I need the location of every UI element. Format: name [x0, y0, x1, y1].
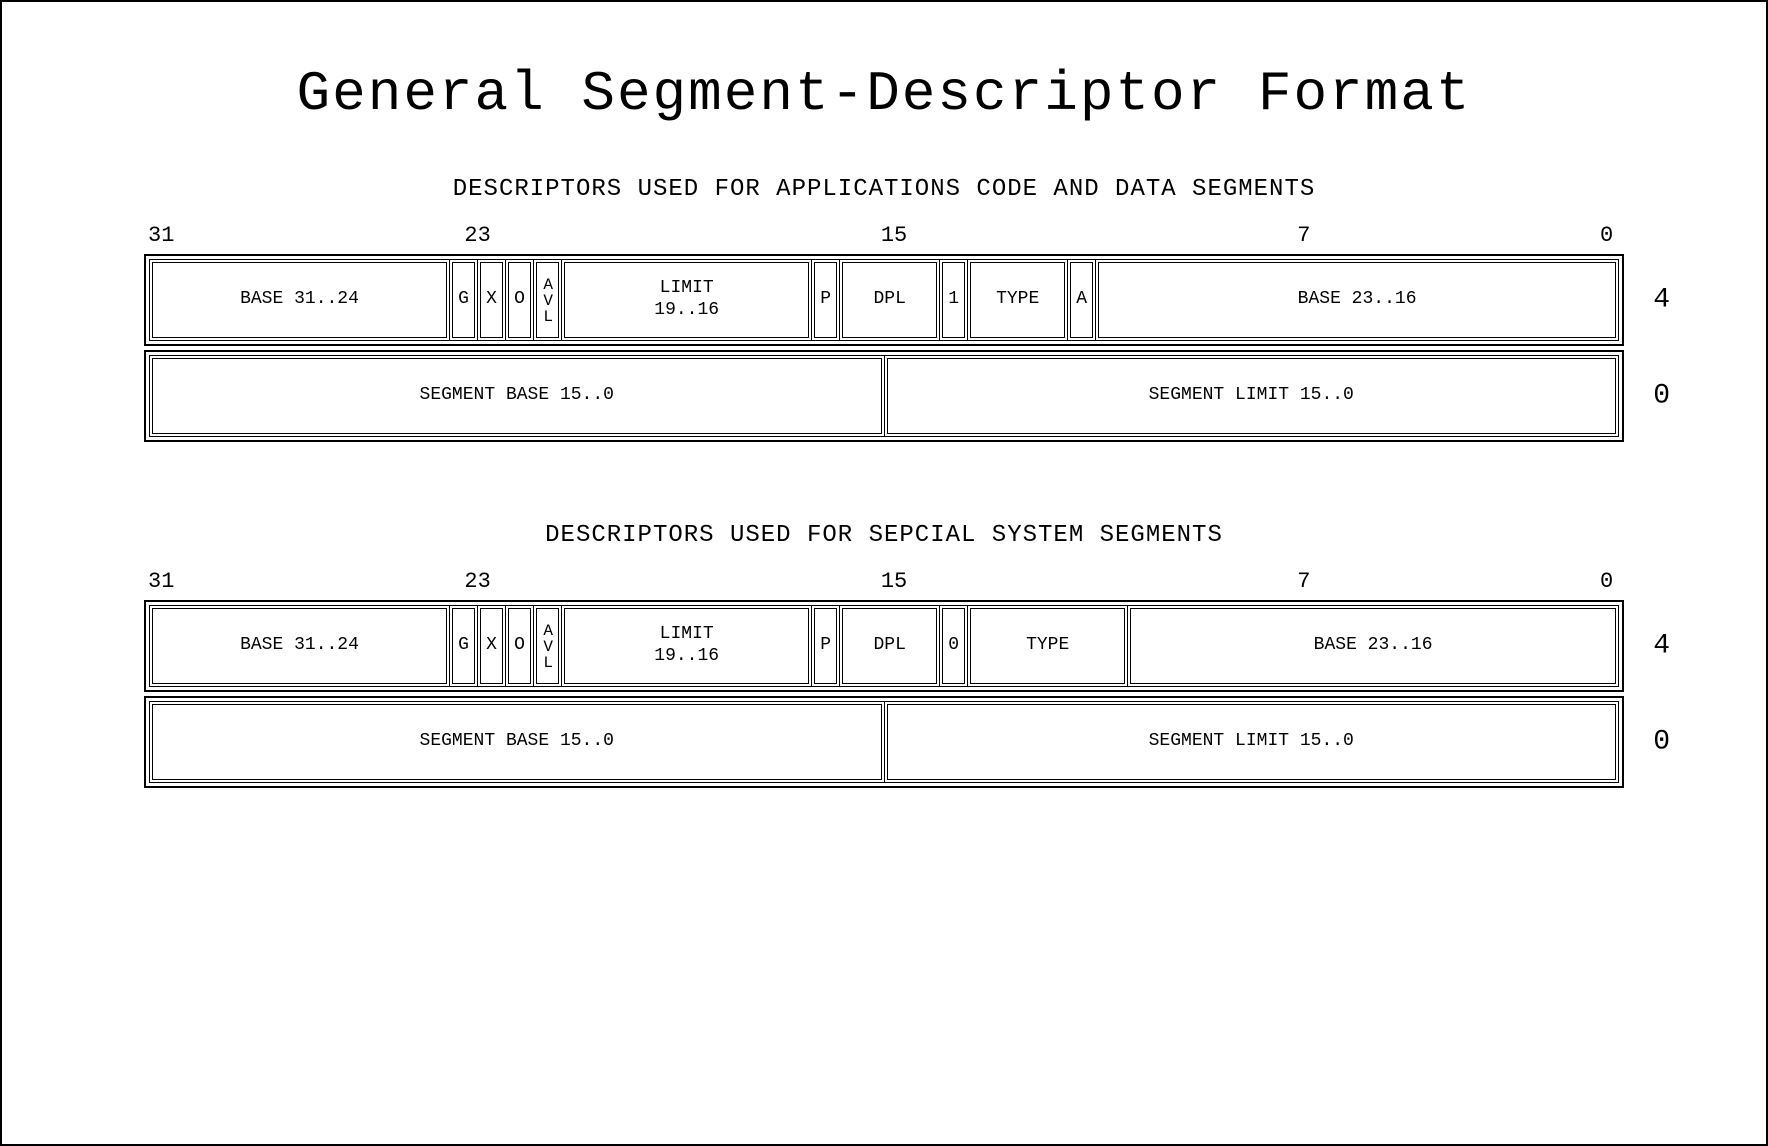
- field-segment-limit-15-0-sys: SEGMENT LIMIT 15..0: [885, 702, 1619, 782]
- field-dpl-text: DPL: [873, 289, 905, 311]
- field-base-23-16-sys-text: BASE 23..16: [1314, 635, 1433, 657]
- field-o-sys: O: [506, 606, 534, 686]
- field-g: G: [450, 260, 478, 340]
- field-s-bit-app: 1: [940, 260, 968, 340]
- field-p-text: P: [820, 289, 831, 311]
- bit-label-23: 23: [464, 223, 490, 248]
- field-type-app-text: TYPE: [996, 289, 1039, 311]
- field-dpl-sys: DPL: [840, 606, 940, 686]
- page-frame: General Segment-Descriptor Format DESCRI…: [0, 0, 1768, 1146]
- field-o-sys-text: O: [514, 635, 525, 657]
- bit-label-0-sys: 0: [1600, 569, 1620, 594]
- field-g-sys-text: G: [458, 635, 469, 657]
- field-limit-19-16: LIMIT 19..16: [562, 260, 812, 340]
- dword-high-sys: 4 BASE 31..24 G X O AVL: [144, 600, 1624, 692]
- bit-label-7-sys: 7: [1297, 569, 1317, 594]
- dword-low-inner-app: SEGMENT BASE 15..0 SEGMENT LIMIT 15..0: [149, 355, 1619, 437]
- field-base-31-24: BASE 31..24: [150, 260, 450, 340]
- field-segment-base-15-0: SEGMENT BASE 15..0: [150, 356, 885, 436]
- field-dpl: DPL: [840, 260, 940, 340]
- field-p-sys-text: P: [820, 635, 831, 657]
- bit-label-0: 0: [1600, 223, 1620, 248]
- field-o-text: O: [514, 289, 525, 311]
- field-base-31-24-sys-text: BASE 31..24: [240, 635, 359, 657]
- field-segment-base-15-0-text: SEGMENT BASE 15..0: [420, 385, 614, 407]
- field-g-sys: G: [450, 606, 478, 686]
- field-s-bit-sys: 0: [940, 606, 968, 686]
- diagram-applications: 31 23 15 7 0 4 BASE 31..24 G X: [144, 223, 1624, 442]
- field-segment-limit-15-0-text: SEGMENT LIMIT 15..0: [1149, 385, 1354, 407]
- field-type-app: TYPE: [968, 260, 1068, 340]
- field-limit-19-16-sys: LIMIT 19..16: [562, 606, 812, 686]
- field-s-bit-app-text: 1: [948, 289, 959, 311]
- field-avl: AVL: [534, 260, 562, 340]
- field-x-sys-text: X: [486, 635, 497, 657]
- field-segment-limit-15-0-sys-text: SEGMENT LIMIT 15..0: [1149, 731, 1354, 753]
- section-applications: DESCRIPTORS USED FOR APPLICATIONS CODE A…: [62, 176, 1706, 442]
- row-offset-0-sys: 0: [1653, 727, 1670, 758]
- field-segment-base-15-0-sys: SEGMENT BASE 15..0: [150, 702, 885, 782]
- field-limit-19-16-sys-text: LIMIT 19..16: [654, 624, 719, 667]
- dword-high-inner-app: BASE 31..24 G X O AVL: [149, 259, 1619, 341]
- row-offset-0: 0: [1653, 381, 1670, 412]
- field-base-31-24-text: BASE 31..24: [240, 289, 359, 311]
- section-label-system: DESCRIPTORS USED FOR SEPCIAL SYSTEM SEGM…: [62, 522, 1706, 549]
- field-base-23-16-text: BASE 23..16: [1298, 289, 1417, 311]
- field-avl-sys: AVL: [534, 606, 562, 686]
- section-label-applications: DESCRIPTORS USED FOR APPLICATIONS CODE A…: [62, 176, 1706, 203]
- field-type-sys: TYPE: [968, 606, 1128, 686]
- field-g-text: G: [458, 289, 469, 311]
- limit-line2: 19..16: [654, 300, 719, 320]
- bit-labels-sys: 31 23 15 7 0: [144, 569, 1624, 600]
- field-type-sys-text: TYPE: [1026, 635, 1069, 657]
- limit-line1-sys: LIMIT: [660, 624, 714, 644]
- field-base-23-16: BASE 23..16: [1096, 260, 1618, 340]
- field-avl-text: AVL: [538, 276, 557, 324]
- field-o: O: [506, 260, 534, 340]
- dword-high-inner-sys: BASE 31..24 G X O AVL: [149, 605, 1619, 687]
- field-base-23-16-sys: BASE 23..16: [1128, 606, 1618, 686]
- bit-labels: 31 23 15 7 0: [144, 223, 1624, 254]
- field-s-bit-sys-text: 0: [948, 635, 959, 657]
- field-x-text: X: [486, 289, 497, 311]
- row-offset-4: 4: [1653, 285, 1670, 316]
- field-a: A: [1068, 260, 1096, 340]
- field-dpl-sys-text: DPL: [873, 635, 905, 657]
- bit-label-15: 15: [881, 223, 907, 248]
- field-a-text: A: [1076, 289, 1087, 311]
- dword-low-sys: 0 SEGMENT BASE 15..0 SEGMENT LIMIT 15..0: [144, 696, 1624, 788]
- field-avl-sys-text: AVL: [538, 622, 557, 670]
- diagram-system: 31 23 15 7 0 4 BASE 31..24 G X: [144, 569, 1624, 788]
- section-system: DESCRIPTORS USED FOR SEPCIAL SYSTEM SEGM…: [62, 522, 1706, 788]
- bit-label-23-sys: 23: [464, 569, 490, 594]
- dword-low-app: 0 SEGMENT BASE 15..0 SEGMENT LIMIT 15..0: [144, 350, 1624, 442]
- field-segment-limit-15-0: SEGMENT LIMIT 15..0: [885, 356, 1619, 436]
- limit-line1: LIMIT: [660, 278, 714, 298]
- bit-label-15-sys: 15: [881, 569, 907, 594]
- field-x: X: [478, 260, 506, 340]
- field-limit-19-16-text: LIMIT 19..16: [654, 278, 719, 321]
- field-segment-base-15-0-sys-text: SEGMENT BASE 15..0: [420, 731, 614, 753]
- dword-low-inner-sys: SEGMENT BASE 15..0 SEGMENT LIMIT 15..0: [149, 701, 1619, 783]
- bit-label-7: 7: [1297, 223, 1317, 248]
- field-x-sys: X: [478, 606, 506, 686]
- bit-label-31: 31: [148, 223, 174, 248]
- row-offset-4-sys: 4: [1653, 631, 1670, 662]
- field-p: P: [812, 260, 840, 340]
- limit-line2-sys: 19..16: [654, 646, 719, 666]
- dword-high-app: 4 BASE 31..24 G X O AVL: [144, 254, 1624, 346]
- bit-label-31-sys: 31: [148, 569, 174, 594]
- page-title: General Segment-Descriptor Format: [62, 62, 1706, 126]
- field-p-sys: P: [812, 606, 840, 686]
- field-base-31-24-sys: BASE 31..24: [150, 606, 450, 686]
